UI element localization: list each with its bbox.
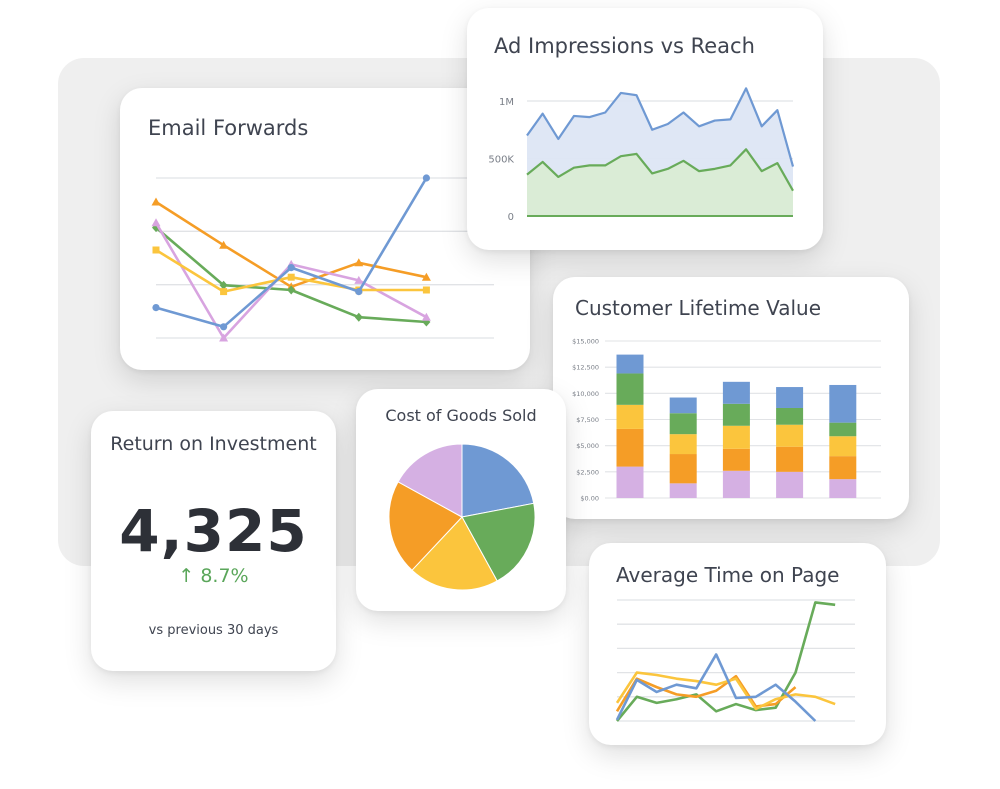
roi-caption: vs previous 30 days [148, 623, 279, 638]
cost-of-goods-card: Cost of Goods Sold [356, 389, 566, 611]
y-tick-label: $7,500 [576, 416, 599, 424]
marker-0-4 [421, 272, 431, 281]
bar-segment-0-2 [616, 404, 644, 429]
y-tick-label: $10,000 [572, 390, 599, 398]
ad-impressions-card: Ad Impressions vs Reach 1M 500K 0 [467, 8, 823, 250]
marker-3-0 [152, 246, 160, 254]
average-time-card: Average Time on Page [589, 543, 886, 745]
marker-4-0 [152, 304, 160, 312]
bar-segment-3-2 [776, 424, 804, 447]
customer-lifetime-value-title: Customer Lifetime Value [575, 296, 822, 320]
y-tick-label: 500K [488, 155, 514, 166]
cost-of-goods-chart [388, 443, 536, 591]
area-line-1 [526, 148, 794, 192]
marker-4-3 [355, 288, 363, 296]
marker-4-1 [220, 323, 228, 331]
bar-segment-4-3 [829, 422, 857, 437]
bar-segment-0-4 [616, 354, 644, 374]
bar-segment-0-0 [616, 466, 644, 498]
roi-value: 4,325 [119, 497, 308, 565]
pie-slice-0 [461, 443, 535, 518]
customer-lifetime-value-card: Customer Lifetime Value $15,000 $12,500 $1… [553, 277, 909, 519]
pie-slice-1 [461, 502, 536, 582]
bar-segment-1-4 [669, 397, 697, 414]
email-forwards-title: Email Forwards [148, 116, 309, 140]
y-tick-label: $5,000 [576, 442, 599, 450]
y-tick-label: 0 [508, 212, 514, 223]
average-time-chart [615, 599, 855, 722]
y-tick-label: $15,000 [572, 338, 599, 346]
bar-segment-4-2 [829, 436, 857, 457]
bar-segment-1-2 [669, 434, 697, 455]
pie-slice-4 [397, 443, 463, 518]
customer-lifetime-value-chart: $15,000 $12,500 $10,000 $7,500 $5,000 $2,500 $… [572, 338, 881, 503]
bar-segment-3-1 [776, 446, 804, 472]
bar-segment-1-3 [669, 413, 697, 435]
marker-1-3 [354, 312, 363, 322]
marker-2-1 [219, 333, 229, 342]
bar-segment-4-4 [829, 384, 857, 423]
series-line-4 [155, 177, 428, 329]
pie-slice-3 [388, 481, 463, 571]
email-forwards-card: Email Forwards [120, 88, 530, 370]
marker-2-0 [151, 218, 161, 227]
bar-segment-0-3 [616, 373, 644, 405]
y-tick-label: $0.00 [580, 495, 599, 503]
bar-segment-2-0 [722, 470, 750, 498]
series-line-2 [615, 671, 836, 711]
y-tick-label: $12,500 [572, 364, 599, 372]
bar-segment-0-1 [616, 428, 644, 467]
bar-segment-3-3 [776, 407, 804, 425]
pie-slice-2 [411, 516, 498, 591]
marker-2-3 [354, 275, 364, 284]
ad-impressions-title: Ad Impressions vs Reach [494, 34, 755, 58]
bar-segment-2-4 [722, 381, 750, 404]
bar-segment-3-0 [776, 471, 804, 498]
series-line-3 [615, 653, 817, 722]
marker-0-3 [354, 258, 364, 267]
bar-segment-2-2 [722, 425, 750, 449]
series-line-1 [615, 674, 797, 712]
bar-segment-4-0 [829, 479, 857, 498]
cost-of-goods-title: Cost of Goods Sold [385, 406, 537, 425]
email-forwards-chart [151, 174, 494, 342]
marker-2-4 [421, 312, 431, 321]
y-tick-label: 1M [499, 97, 514, 108]
bar-segment-1-0 [669, 483, 697, 498]
roi-title: Return on Investment [110, 433, 317, 455]
series-line-0 [615, 601, 836, 722]
marker-3-1 [220, 288, 228, 296]
bar-segment-3-4 [776, 387, 804, 408]
area-line-0 [526, 87, 795, 167]
average-time-title: Average Time on Page [616, 563, 840, 587]
roi-card: Return on Investment 4,325 ↑ 8.7% vs pre… [91, 411, 336, 671]
marker-0-1 [219, 240, 229, 249]
bar-segment-4-1 [829, 456, 857, 480]
bar-segment-2-3 [722, 403, 750, 426]
y-tick-label: $2,500 [576, 468, 599, 476]
ad-impressions-chart: 1M 500K 0 [488, 87, 795, 223]
roi-change: ↑ 8.7% [178, 565, 249, 587]
marker-1-1 [219, 280, 228, 290]
bar-segment-2-1 [722, 448, 750, 471]
marker-4-2 [287, 264, 295, 272]
marker-3-2 [287, 273, 295, 281]
bar-segment-1-1 [669, 454, 697, 484]
marker-4-4 [422, 174, 430, 182]
marker-1-2 [287, 285, 296, 295]
marker-0-0 [151, 197, 161, 206]
marker-3-4 [422, 286, 430, 294]
